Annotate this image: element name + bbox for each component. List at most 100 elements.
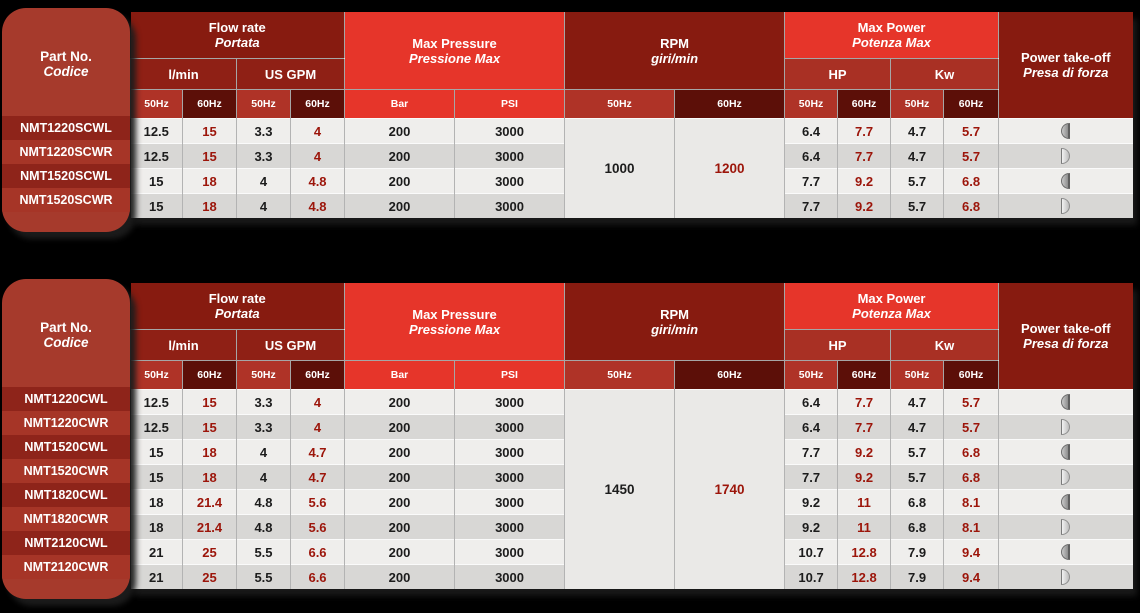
spec-row-nmt1220cwl: 12.5 15 3.3 4 200 3000 1450 1740 6.4 7.7 4.7 5.7: [130, 389, 1133, 589]
power-hp-50hz-value: 10.7: [784, 564, 838, 589]
spec-row-nmt1520cwr: 15 18 4 4.7 200 3000 7.7 9.2 5.7 6.8: [130, 464, 1133, 490]
power-hp-60hz-value: 12.8: [837, 539, 891, 565]
flow-gpm-50hz-value: 3.3: [236, 143, 291, 169]
lmin-header: l/min: [130, 58, 237, 90]
power-kw-60hz-value: 8.1: [943, 489, 999, 515]
lmin-60hz-header: 60Hz: [182, 360, 237, 390]
pressure-psi-value: 3000: [454, 193, 565, 218]
power-takeoff-cell: [998, 439, 1133, 465]
pressure-bar-value: 200: [344, 168, 455, 194]
flow-gpm-50hz-value: 4.8: [236, 514, 291, 540]
bar-header: Bar: [344, 360, 455, 390]
flow-lmin-50hz-value: 12.5: [130, 414, 183, 440]
gpm-50hz-header: 50Hz: [236, 89, 291, 119]
spec-row-nmt1220cwr: 12.5 15 3.3 4 200 3000 6.4 7.7 4.7 5.7: [130, 414, 1133, 440]
power-kw-60hz-value: 6.8: [943, 168, 999, 194]
lmin-50hz-header: 50Hz: [130, 89, 183, 119]
power-takeoff-cell: [998, 414, 1133, 440]
rpm-50hz-header: 50Hz: [564, 89, 675, 119]
power-kw-60hz-value: 5.7: [943, 118, 999, 144]
flow-lmin-50hz-value: 15: [130, 168, 183, 194]
pressure-bar-value: 200: [344, 439, 455, 465]
spec-table-1450-1740-rpm: Part No. Codice NMT1220CWL NMT1220CWR NMT1…: [0, 279, 1140, 599]
power-takeoff-it: Presa di forza: [1023, 336, 1109, 351]
rpm-60hz-header: 60Hz: [674, 89, 785, 119]
max-power-header: Max Power Potenza Max: [784, 283, 999, 330]
spec-row-nmt2120cwl: 21 25 5.5 6.6 200 3000 10.7 12.8 7.9 9.4: [130, 539, 1133, 565]
takeoff-left-rotation-icon: [1061, 544, 1071, 561]
gpm-60hz-header: 60Hz: [289, 360, 345, 390]
power-hp-60hz-value: 7.7: [837, 414, 891, 440]
flow-lmin-50hz-value: 21: [130, 539, 183, 565]
flow-gpm-60hz-value: 4: [289, 389, 345, 415]
part-number: NMT1220CWR: [2, 411, 130, 435]
max-power-header: Max Power Potenza Max: [784, 12, 999, 59]
power-kw-60hz-value: 6.8: [943, 193, 999, 218]
power-takeoff-cell: [998, 464, 1133, 490]
power-takeoff-cell: [998, 193, 1133, 218]
power-kw-50hz-value: 4.7: [890, 389, 944, 415]
part-no-header: Part No. Codice: [2, 283, 130, 387]
spec-row-nmt1520cwl: 15 18 4 4.7 200 3000 7.7 9.2 5.7 6.8: [130, 439, 1133, 465]
flow-gpm-60hz-value: 4.8: [289, 193, 345, 218]
part-number: NMT1220SCWL: [2, 116, 130, 140]
spec-row-nmt1820cwr: 18 21.4 4.8 5.6 200 3000 9.2 11 6.8 8.1: [130, 514, 1133, 540]
power-kw-60hz-value: 9.4: [943, 564, 999, 589]
max-power-it: Potenza Max: [852, 306, 931, 321]
power-hp-50hz-value: 7.7: [784, 193, 838, 218]
rpm-50hz-header: 50Hz: [564, 360, 675, 390]
rpm-50hz-value: 1000: [564, 118, 675, 218]
power-takeoff-en: Power take-off: [1021, 321, 1111, 336]
power-hp-60hz-value: 9.2: [837, 439, 891, 465]
flow-lmin-60hz-value: 18: [182, 464, 237, 490]
flow-rate-it: Portata: [214, 35, 260, 50]
flow-lmin-60hz-value: 15: [182, 414, 237, 440]
flow-lmin-60hz-value: 21.4: [182, 514, 237, 540]
flow-gpm-60hz-value: 6.6: [289, 564, 345, 589]
flow-gpm-60hz-value: 4: [289, 143, 345, 169]
spec-row-nmt2120cwr: 21 25 5.5 6.6 200 3000 10.7 12.8 7.9 9.4: [130, 564, 1133, 589]
gpm-50hz-header: 50Hz: [236, 360, 291, 390]
power-hp-60hz-value: 7.7: [837, 118, 891, 144]
takeoff-left-rotation-icon: [1061, 494, 1071, 511]
usgpm-header: US GPM: [235, 329, 345, 361]
kw-50hz-header: 50Hz: [890, 360, 944, 390]
flow-gpm-50hz-value: 4.8: [236, 489, 291, 515]
power-kw-50hz-value: 4.7: [890, 143, 944, 169]
spec-table-body: 12.5 15 3.3 4 200 3000 1000 1200 6.4 7.7 4.7 5.7 12.…: [130, 118, 1133, 218]
flow-lmin-50hz-value: 15: [130, 464, 183, 490]
power-kw-60hz-value: 5.7: [943, 143, 999, 169]
rpm-60hz-value: 1200: [674, 118, 785, 218]
spec-row-nmt1220scwl: 12.5 15 3.3 4 200 3000 1000 1200 6.4 7.7 4.7 5.7: [130, 118, 1133, 218]
rpm-60hz-value: 1740: [674, 389, 785, 589]
takeoff-left-rotation-icon: [1061, 444, 1071, 461]
flow-lmin-60hz-value: 18: [182, 168, 237, 194]
part-number: NMT1520SCWR: [2, 188, 130, 212]
power-hp-60hz-value: 11: [837, 489, 891, 515]
flow-lmin-60hz-value: 18: [182, 439, 237, 465]
flow-lmin-50hz-value: 21: [130, 564, 183, 589]
power-takeoff-en: Power take-off: [1021, 50, 1111, 65]
flow-gpm-50hz-value: 3.3: [236, 414, 291, 440]
flow-gpm-60hz-value: 4.7: [289, 464, 345, 490]
power-hp-50hz-value: 6.4: [784, 389, 838, 415]
pressure-psi-value: 3000: [454, 118, 565, 144]
power-kw-50hz-value: 7.9: [890, 564, 944, 589]
power-kw-60hz-value: 9.4: [943, 539, 999, 565]
flow-gpm-60hz-value: 4: [289, 118, 345, 144]
spec-row-nmt1220scwr: 12.5 15 3.3 4 200 3000 6.4 7.7 4.7 5.7: [130, 143, 1133, 169]
kw-50hz-header: 50Hz: [890, 89, 944, 119]
power-hp-60hz-value: 7.7: [837, 389, 891, 415]
hp-header: HP: [784, 58, 891, 90]
flow-gpm-60hz-value: 4.8: [289, 168, 345, 194]
flow-lmin-60hz-value: 25: [182, 539, 237, 565]
takeoff-right-rotation-icon: [1061, 519, 1071, 536]
flow-lmin-60hz-value: 15: [182, 143, 237, 169]
part-no-label-it: Codice: [43, 335, 89, 350]
takeoff-left-rotation-icon: [1061, 173, 1071, 190]
power-hp-60hz-value: 7.7: [837, 143, 891, 169]
flow-rate-header: Flow rate Portata: [130, 12, 345, 59]
part-number: NMT1220SCWR: [2, 140, 130, 164]
pressure-psi-value: 3000: [454, 143, 565, 169]
kw-60hz-header: 60Hz: [943, 360, 999, 390]
